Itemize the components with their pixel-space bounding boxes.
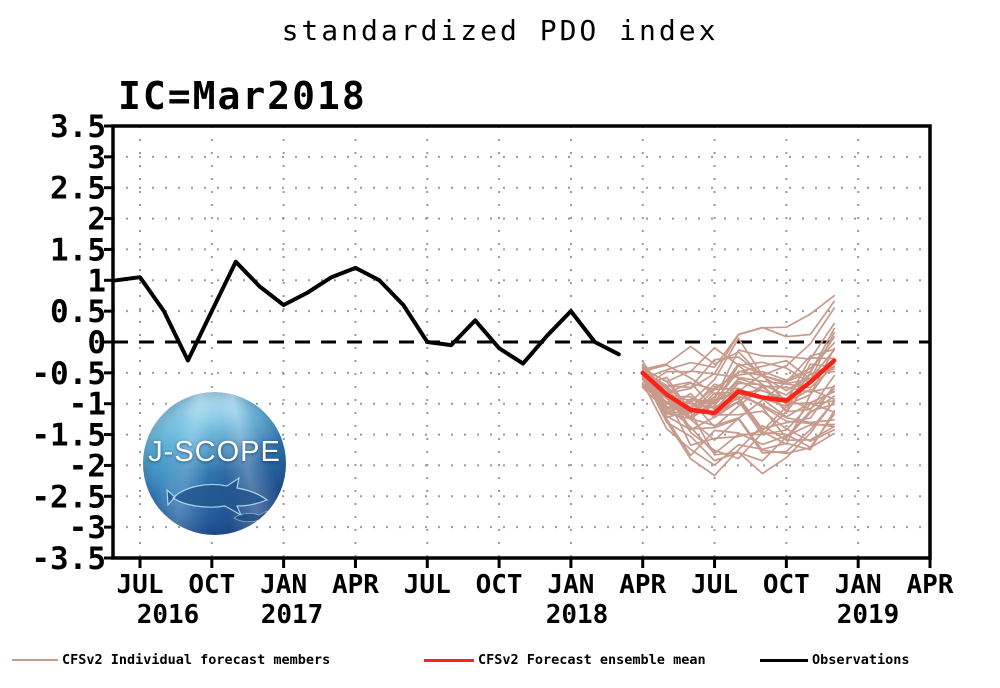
svg-text:-3.5: -3.5 [31,541,106,577]
svg-text:OCT: OCT [763,570,810,600]
svg-text:-1.5: -1.5 [31,418,106,454]
members-line-swatch [12,659,58,661]
legend-label-observations: Observations [812,652,910,668]
svg-text:1: 1 [87,263,106,299]
svg-text:OCT: OCT [188,570,235,600]
legend-label-ensemble-mean: CFSv2 Forecast ensemble mean [478,652,706,668]
svg-text:JUL: JUL [404,570,451,600]
svg-text:JAN: JAN [547,570,594,600]
fish-icon [166,476,269,516]
svg-text:APR: APR [332,570,379,600]
svg-text:APR: APR [619,570,666,600]
svg-text:-3: -3 [69,510,106,546]
svg-text:JUL: JUL [117,570,164,600]
svg-text:JAN: JAN [260,570,307,600]
initial-condition-label: IC=Mar2018 [118,74,367,118]
legend-label-members: CFSv2 Individual forecast members [62,652,331,668]
svg-text:OCT: OCT [476,570,523,600]
svg-text:JAN: JAN [835,570,882,600]
small-fish-icon [233,510,268,525]
svg-text:APR: APR [907,570,954,600]
svg-text:2.5: 2.5 [50,171,106,207]
chart-title: standardized PDO index [281,14,719,47]
jscope-logo: J-SCOPE [143,392,286,535]
svg-text:-2.5: -2.5 [31,479,106,515]
svg-text:3: 3 [87,140,106,176]
svg-text:0: 0 [87,325,106,361]
svg-text:-0.5: -0.5 [31,356,106,392]
jscope-logo-text: J-SCOPE [148,436,281,468]
svg-text:2018: 2018 [546,600,609,630]
legend-item-observations: Observations [760,648,910,672]
svg-text:2017: 2017 [261,600,324,630]
svg-text:3.5: 3.5 [50,109,106,145]
observations-line-swatch [760,658,808,662]
svg-text:JUL: JUL [691,570,738,600]
light-rays-icon [143,392,286,535]
legend-item-ensemble-mean: CFSv2 Forecast ensemble mean [424,648,706,672]
svg-text:1.5: 1.5 [50,232,106,268]
legend-item-members: CFSv2 Individual forecast members [12,648,330,672]
svg-text:2: 2 [87,202,106,238]
legend: CFSv2 Individual forecast members CFSv2 … [0,648,1000,678]
svg-text:2019: 2019 [837,600,900,630]
svg-text:2016: 2016 [137,600,200,630]
svg-text:0.5: 0.5 [50,294,106,330]
svg-text:-1: -1 [69,387,106,423]
ensemble-mean-line-swatch [424,658,474,662]
svg-text:-2: -2 [69,448,106,484]
